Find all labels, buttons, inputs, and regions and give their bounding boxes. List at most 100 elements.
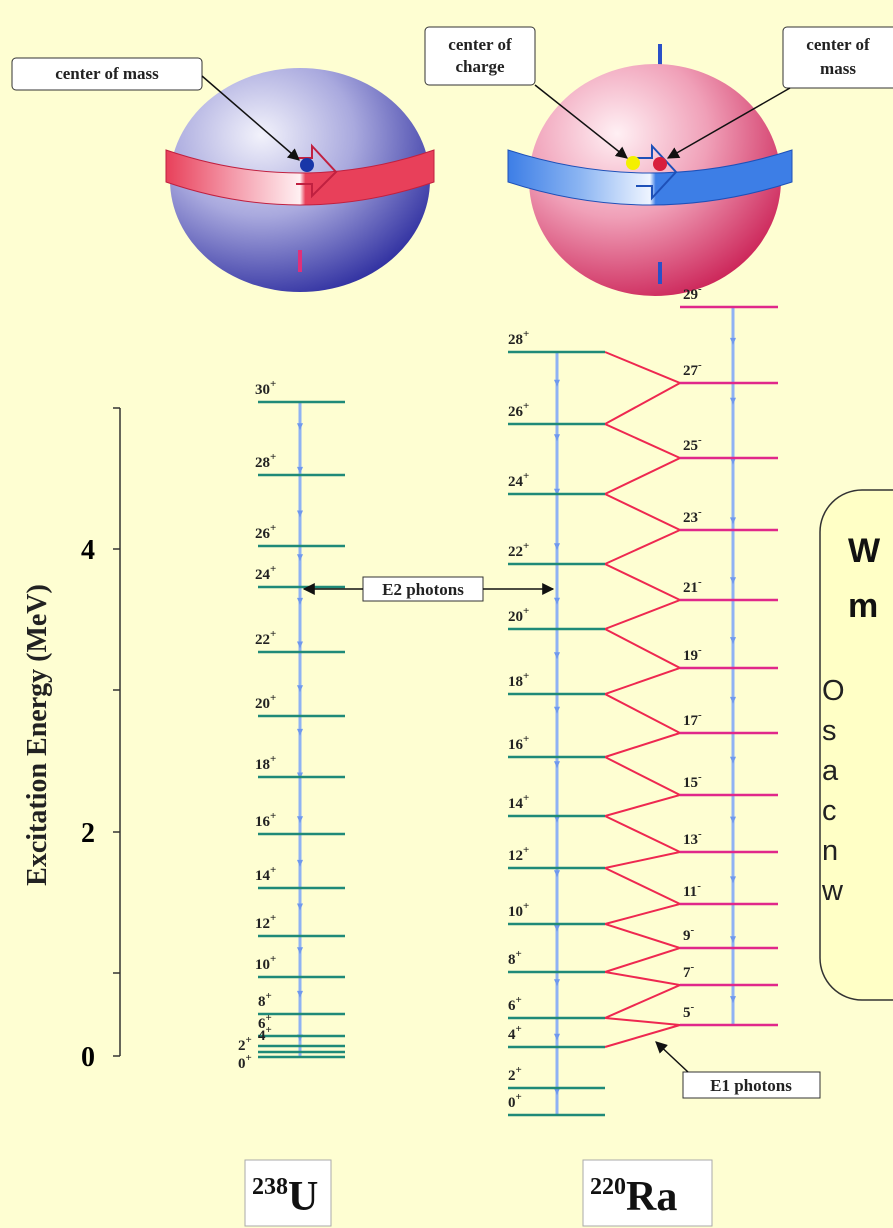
parity: + bbox=[523, 670, 529, 682]
spin-label: 21- bbox=[683, 576, 702, 596]
spin: 15 bbox=[683, 775, 698, 791]
level-schemes: 30+28+26+24+22+20+18+16+14+12+10+8+6+4+2… bbox=[238, 283, 778, 1115]
spin: 16 bbox=[508, 737, 524, 753]
spin-label: 24+ bbox=[508, 470, 529, 490]
spin: 23 bbox=[683, 510, 698, 526]
spin: 20 bbox=[508, 609, 523, 625]
spin-label: 22+ bbox=[255, 628, 276, 648]
cascade-arrowhead bbox=[297, 729, 303, 736]
parity: + bbox=[270, 451, 276, 463]
parity: + bbox=[270, 628, 276, 640]
cascade-arrowhead bbox=[297, 554, 303, 561]
callout-text: charge bbox=[455, 57, 505, 76]
parity: - bbox=[691, 924, 695, 936]
parity: + bbox=[270, 753, 276, 765]
callout-text: center of bbox=[806, 35, 870, 54]
parity: + bbox=[523, 900, 529, 912]
spin-label: 8+ bbox=[508, 948, 522, 968]
box-heading: m bbox=[848, 587, 878, 625]
parity: - bbox=[698, 709, 702, 721]
box-text: w bbox=[821, 875, 844, 907]
spin-label: 9- bbox=[683, 924, 695, 944]
cascade-arrowhead bbox=[730, 577, 736, 584]
callout-text: mass bbox=[820, 59, 856, 78]
spin-label: 10+ bbox=[255, 953, 276, 973]
symbol: Ra bbox=[626, 1174, 677, 1220]
spin-label: 30+ bbox=[255, 378, 276, 398]
callout-text: center of bbox=[448, 35, 512, 54]
spin: 29 bbox=[683, 287, 698, 303]
spin: 18 bbox=[508, 674, 523, 690]
spin: 30 bbox=[255, 382, 270, 398]
parity: + bbox=[516, 994, 522, 1006]
cascade-arrowhead bbox=[297, 642, 303, 649]
parity: + bbox=[266, 1024, 272, 1036]
cascade-arrowhead bbox=[297, 598, 303, 605]
parity: - bbox=[691, 961, 695, 973]
spin-label: 18+ bbox=[255, 753, 276, 773]
parity: + bbox=[523, 470, 529, 482]
spin: 14 bbox=[255, 868, 271, 884]
cascade-arrowhead bbox=[554, 598, 560, 605]
spin-label: 4+ bbox=[508, 1023, 522, 1043]
spin: 0 bbox=[238, 1056, 246, 1072]
cascade-arrowhead bbox=[730, 637, 736, 644]
ra-nucleus bbox=[508, 44, 792, 296]
mass-number: 238 bbox=[252, 1174, 288, 1200]
spin-label: 7- bbox=[683, 961, 695, 981]
spin: 28 bbox=[508, 332, 523, 348]
parity: - bbox=[698, 359, 702, 371]
parity: + bbox=[266, 1012, 272, 1024]
parity: - bbox=[698, 644, 702, 656]
cascade-arrowhead bbox=[554, 707, 560, 714]
cascade-arrowhead bbox=[730, 697, 736, 704]
spin: 22 bbox=[508, 544, 523, 560]
page: {"callouts": {"left_center_of_mass": "ce… bbox=[0, 0, 893, 1228]
spin: 26 bbox=[508, 404, 524, 420]
spin-label: 5- bbox=[683, 1001, 695, 1021]
spin: 27 bbox=[683, 363, 699, 379]
spin-label: 24+ bbox=[255, 563, 276, 583]
u-nucleus bbox=[166, 68, 434, 292]
cascade-arrowhead bbox=[554, 380, 560, 387]
spin: 25 bbox=[683, 438, 698, 454]
spin-label: 12+ bbox=[255, 912, 276, 932]
spin-label: 26+ bbox=[508, 400, 529, 420]
energy-axis: 4 2 0 Excitation Energy (MeV) bbox=[22, 408, 120, 1073]
cascade-arrowhead bbox=[730, 398, 736, 405]
parity: + bbox=[516, 948, 522, 960]
spin: 21 bbox=[683, 580, 698, 596]
cascade-arrowhead bbox=[730, 757, 736, 764]
spin-label: 0+ bbox=[508, 1091, 522, 1111]
cascade-arrowhead bbox=[730, 876, 736, 883]
axis-title: Excitation Energy (MeV) bbox=[22, 584, 53, 886]
spin: 10 bbox=[255, 957, 270, 973]
spin-label: 11- bbox=[683, 880, 701, 900]
cascade-arrowhead bbox=[730, 517, 736, 524]
cascade-arrowhead bbox=[554, 870, 560, 877]
cascade-arrowhead bbox=[297, 423, 303, 430]
parity: + bbox=[270, 912, 276, 924]
diagram: center of mass center of charge center o… bbox=[0, 0, 893, 1228]
spin: 11 bbox=[683, 884, 697, 900]
spin-label: 28+ bbox=[508, 328, 529, 348]
spin: 20 bbox=[255, 696, 270, 712]
symbol: U bbox=[288, 1174, 318, 1220]
spin-label: 16+ bbox=[255, 810, 276, 830]
parity: - bbox=[698, 771, 702, 783]
spin: 8 bbox=[508, 952, 516, 968]
spin: 12 bbox=[255, 916, 270, 932]
spin-label: 6+ bbox=[508, 994, 522, 1014]
spin-label: 14+ bbox=[255, 864, 276, 884]
spin-label: 18+ bbox=[508, 670, 529, 690]
spin: 28 bbox=[255, 455, 270, 471]
parity: + bbox=[523, 605, 529, 617]
spin-label: 28+ bbox=[255, 451, 276, 471]
spin-label: 27- bbox=[683, 359, 702, 379]
box-text: n bbox=[822, 835, 838, 867]
e1-transitions bbox=[605, 352, 680, 1047]
box-text: O bbox=[822, 675, 845, 707]
cascade-arrowhead bbox=[297, 904, 303, 911]
box-heading: W bbox=[848, 532, 881, 570]
spin-label: 20+ bbox=[255, 692, 276, 712]
